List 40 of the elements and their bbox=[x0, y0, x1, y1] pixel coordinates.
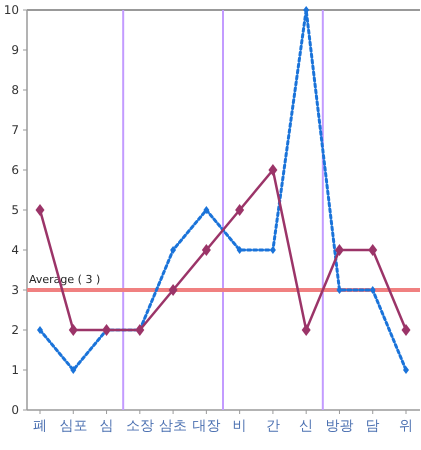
point bbox=[168, 284, 178, 296]
x-tick-label: 심 bbox=[100, 418, 114, 434]
point bbox=[68, 324, 78, 336]
x-tick-label: 비 bbox=[232, 418, 247, 434]
point bbox=[203, 206, 210, 214]
point bbox=[37, 326, 43, 334]
point bbox=[170, 246, 176, 254]
point bbox=[334, 244, 344, 256]
y-tick-label: 5 bbox=[11, 203, 19, 217]
x-tick-label: 소장 bbox=[126, 418, 154, 434]
y-tick-label: 7 bbox=[11, 123, 19, 137]
x-tick-label: 담 bbox=[366, 418, 380, 434]
point bbox=[270, 246, 276, 254]
point bbox=[235, 204, 244, 216]
point bbox=[402, 324, 410, 336]
x-tick-label: 신 bbox=[299, 418, 314, 434]
x-tick-label: 심포 bbox=[59, 418, 88, 434]
point bbox=[36, 204, 44, 216]
point bbox=[268, 164, 278, 176]
point bbox=[370, 286, 376, 294]
y-tick-label: 8 bbox=[11, 83, 19, 97]
point bbox=[202, 244, 211, 256]
point bbox=[70, 366, 76, 374]
x-tick-label: 삼초 bbox=[159, 418, 188, 434]
y-tick-label: 3 bbox=[11, 283, 19, 297]
y-tick-label: 4 bbox=[11, 243, 19, 257]
point bbox=[403, 366, 409, 374]
point bbox=[302, 324, 311, 336]
x-tick-label: 폐 bbox=[33, 418, 47, 434]
y-tick-label: 1 bbox=[11, 363, 19, 377]
x-tick-label: 방광 bbox=[325, 418, 354, 434]
x-tick-label: 간 bbox=[266, 418, 280, 434]
y-tick-label: 10 bbox=[4, 3, 19, 17]
y-tick-label: 2 bbox=[11, 323, 19, 337]
y-tick-label: 6 bbox=[11, 163, 19, 177]
y-tick-label: 0 bbox=[11, 403, 19, 417]
x-tick-label: 대장 bbox=[192, 418, 220, 434]
point bbox=[368, 244, 378, 256]
x-tick-label: 위 bbox=[399, 418, 413, 434]
y-tick-label: 9 bbox=[11, 43, 19, 57]
